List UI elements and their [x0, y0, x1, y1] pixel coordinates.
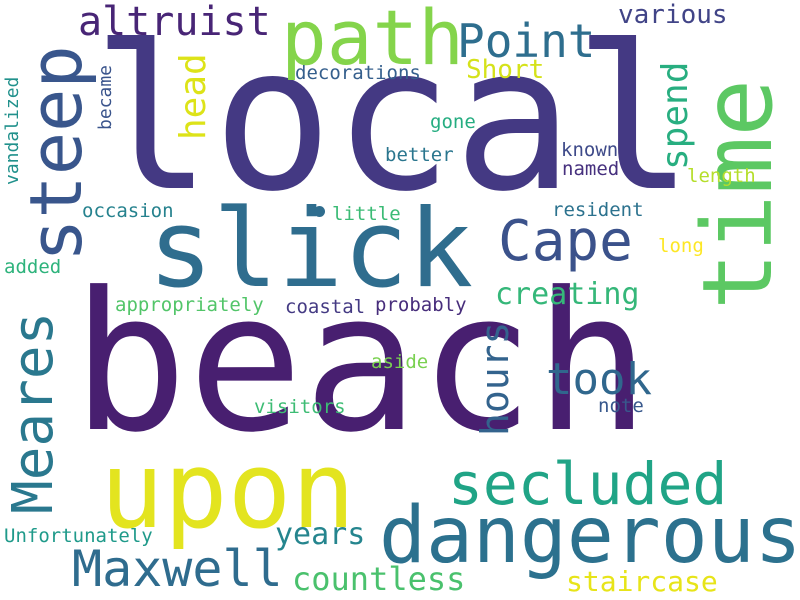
i-dot [314, 206, 325, 217]
word-cape: Cape [498, 209, 633, 274]
word-point: Point [457, 14, 596, 68]
word-occasion: occasion [82, 200, 174, 222]
word-took: took [546, 354, 652, 405]
word-aside: aside [371, 351, 429, 373]
word-various: various [618, 0, 728, 30]
word-probably: probably [375, 294, 467, 316]
word-dangerous: dangerous [379, 491, 800, 581]
word-years: years [275, 517, 366, 552]
word-hours: hours [473, 321, 517, 436]
word-short: Short [466, 55, 545, 85]
word-steep: steep [14, 45, 98, 262]
word-note: note [598, 395, 644, 417]
word-gone: gone [430, 111, 476, 133]
word-resident: resident [552, 199, 644, 221]
word-better: better [385, 144, 454, 166]
word-visitors: visitors [254, 396, 346, 418]
word-little: little [332, 203, 401, 225]
word-became: became [95, 64, 116, 130]
word-named: named [562, 158, 620, 180]
word-maxwell: Maxwell [72, 540, 283, 598]
word-path: path [281, 0, 465, 82]
word-creating: creating [495, 277, 640, 312]
word-spend: spend [655, 61, 696, 170]
word-added: added [4, 256, 62, 278]
word-secluded: secluded [448, 450, 728, 518]
word-appropriately: appropriately [115, 294, 264, 316]
word-altruist: altruist [78, 0, 271, 45]
word-slick: slick [148, 187, 474, 312]
word-upon: upon [100, 429, 356, 552]
word-time: time [682, 78, 794, 310]
word-unfortunately: Unfortunately [4, 525, 153, 547]
word-beach: beach [72, 252, 650, 475]
word-head: head [173, 53, 214, 140]
word-countless: countless [292, 560, 466, 598]
word-staircase: staircase [566, 565, 718, 598]
word-meares: Meares [1, 311, 66, 514]
word-known: known [561, 139, 619, 161]
word-coastal: coastal [285, 296, 366, 318]
word-length: length [687, 165, 756, 187]
word-local: local [92, 3, 695, 236]
word-long: long [658, 235, 704, 257]
word-vandalized: vandalized [2, 76, 23, 185]
word-decorations: decorations [295, 62, 421, 84]
